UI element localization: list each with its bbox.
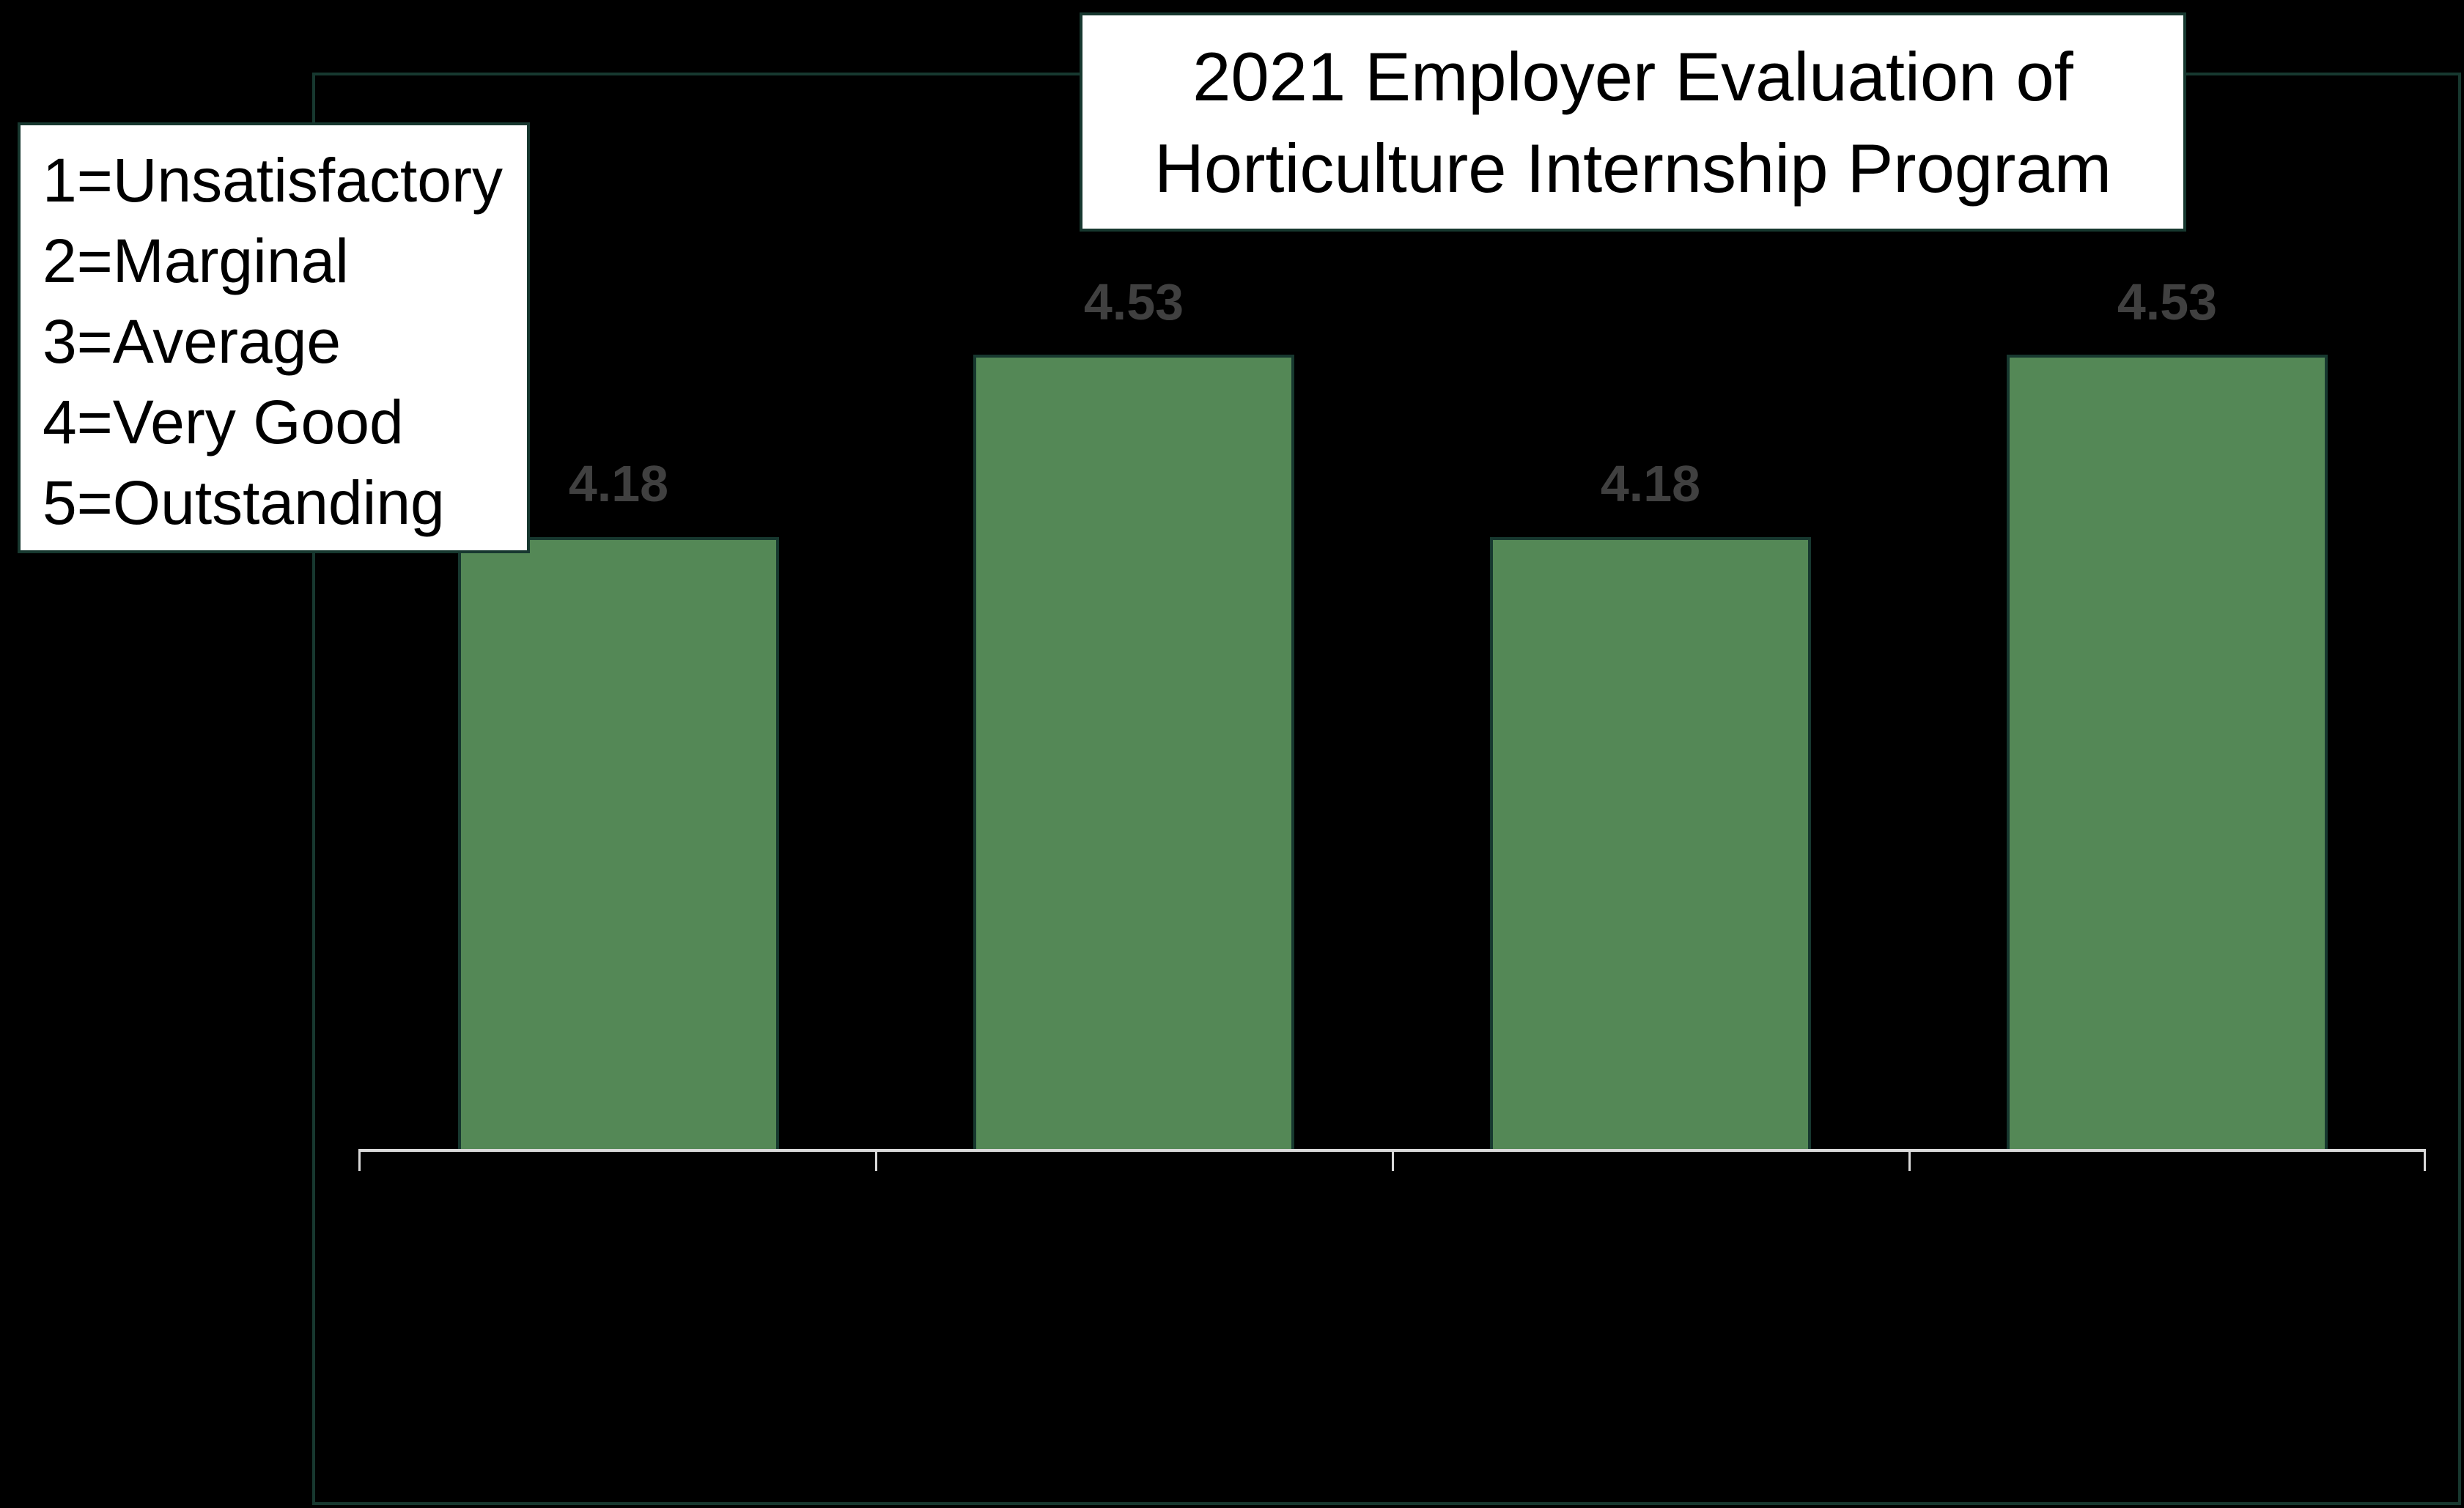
bar-2-value-label: 4.53 (1083, 273, 1184, 330)
legend-item: 2=Marginal (43, 226, 349, 295)
bar-3 (1490, 537, 1811, 1150)
x-axis-tick (875, 1149, 877, 1171)
bar-1 (458, 537, 779, 1150)
bar-4 (2007, 355, 2328, 1150)
rating-scale-legend: 1=Unsatisfactory 2=Marginal 3=Average 4=… (18, 122, 530, 553)
legend-item: 3=Average (43, 307, 342, 376)
bar-4-value-label: 4.53 (2117, 273, 2218, 330)
x-axis-tick (358, 1149, 361, 1171)
chart-title-line-1: 2021 Employer Evaluation of (1192, 37, 2073, 115)
x-axis-tick (1908, 1149, 1911, 1171)
x-axis-tick (2424, 1149, 2426, 1171)
chart-title-line-2: Horticulture Internship Program (1154, 129, 2112, 207)
bar-3-value-label: 4.18 (1600, 455, 1701, 512)
bar-2 (973, 355, 1294, 1150)
legend-item: 5=Outstanding (43, 468, 445, 537)
chart-title-box: 2021 Employer Evaluation of Horticulture… (1080, 12, 2186, 232)
legend-item: 1=Unsatisfactory (43, 146, 503, 215)
x-axis-tick (1392, 1149, 1394, 1171)
bar-1-value-label: 4.18 (568, 455, 669, 512)
legend-item: 4=Very Good (43, 388, 404, 457)
